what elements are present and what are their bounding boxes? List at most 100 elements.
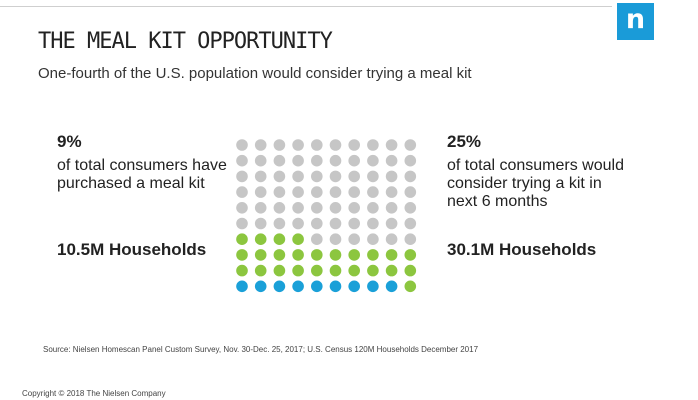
would-try-dot — [254, 233, 267, 245]
other-dot — [329, 186, 342, 198]
would-try-dot — [254, 249, 267, 261]
other-dot — [254, 170, 267, 183]
source-note: Source: Nielsen Homescan Panel Custom Su… — [43, 345, 479, 354]
purchased-dot — [236, 280, 248, 293]
purchased-dot — [329, 280, 342, 293]
other-dot — [311, 202, 323, 214]
would-try-dot — [329, 249, 342, 261]
other-dot — [367, 233, 379, 245]
other-dot — [254, 202, 267, 214]
other-dot — [404, 154, 417, 167]
would-try-dot — [311, 249, 323, 261]
other-dot — [329, 154, 342, 167]
other-dot — [273, 202, 286, 214]
would-try-dot — [273, 264, 286, 277]
would-try-dot — [236, 233, 248, 245]
other-dot — [254, 186, 267, 198]
purchased-dot — [254, 280, 267, 293]
other-dot — [311, 170, 323, 183]
would-try-dot — [292, 264, 304, 277]
purchased-dot — [385, 280, 398, 293]
other-dot — [348, 233, 361, 245]
other-dot — [367, 154, 379, 167]
other-dot — [348, 170, 361, 183]
would-try-dot — [348, 249, 361, 261]
would-try-dot — [367, 249, 379, 261]
purchased-dot — [292, 280, 304, 293]
purchased-description: of total consumers have purchased a meal… — [57, 157, 227, 192]
other-dot — [329, 139, 342, 151]
page-subtitle: One-fourth of the U.S. population would … — [38, 65, 472, 82]
would-try-households: 30.1M Households — [447, 240, 597, 259]
would-try-dot — [311, 264, 323, 277]
other-dot — [236, 202, 248, 214]
purchased-dot — [348, 280, 361, 293]
other-dot — [385, 186, 398, 198]
other-dot — [292, 217, 304, 230]
other-dot — [385, 154, 398, 167]
top-divider — [0, 6, 612, 7]
other-dot — [254, 154, 267, 167]
other-dot — [367, 139, 379, 151]
other-dot — [254, 139, 267, 151]
other-dot — [385, 170, 398, 183]
other-dot — [329, 202, 342, 214]
other-dot — [404, 202, 417, 214]
would-try-dot — [348, 264, 361, 277]
other-dot — [404, 233, 417, 245]
other-dot — [348, 154, 361, 167]
other-dot — [292, 202, 304, 214]
other-dot — [311, 154, 323, 167]
other-dot — [329, 170, 342, 183]
other-dot — [236, 139, 248, 151]
would-try-percent: 25% — [447, 132, 482, 151]
other-dot — [348, 217, 361, 230]
other-dot — [292, 170, 304, 183]
other-dot — [367, 186, 379, 198]
other-dot — [236, 170, 248, 183]
other-dot — [273, 170, 286, 183]
other-dot — [273, 139, 286, 151]
other-dot — [311, 233, 323, 245]
purchased-dot — [273, 280, 286, 293]
would-try-dot — [385, 249, 398, 261]
other-dot — [385, 139, 398, 151]
would-try-dot — [292, 233, 304, 245]
other-dot — [236, 217, 248, 230]
would-try-dot — [404, 280, 417, 293]
page-title: THE MEAL KIT OPPORTUNITY — [38, 29, 333, 54]
would-try-dot — [273, 233, 286, 245]
other-dot — [236, 154, 248, 167]
other-dot — [348, 139, 361, 151]
other-dot — [311, 217, 323, 230]
other-dot — [292, 154, 304, 167]
other-dot — [311, 186, 323, 198]
other-dot — [329, 217, 342, 230]
would-try-dot — [404, 249, 417, 261]
would-try-dot — [236, 249, 248, 261]
other-dot — [385, 233, 398, 245]
other-dot — [367, 217, 379, 230]
other-dot — [348, 186, 361, 198]
other-dot — [292, 139, 304, 151]
other-dot — [329, 233, 342, 245]
nielsen-logo: n — [617, 3, 654, 40]
other-dot — [236, 186, 248, 198]
would-try-dot — [292, 249, 304, 261]
copyright-note: Copyright © 2018 The Nielsen Company — [22, 389, 166, 398]
other-dot — [273, 154, 286, 167]
other-dot — [385, 217, 398, 230]
other-dot — [292, 186, 304, 198]
other-dot — [367, 202, 379, 214]
purchased-percent: 9% — [57, 132, 82, 151]
purchased-households: 10.5M Households — [57, 240, 207, 259]
would-try-dot — [254, 264, 267, 277]
other-dot — [311, 139, 323, 151]
would-try-dot — [367, 264, 379, 277]
other-dot — [367, 170, 379, 183]
other-dot — [273, 186, 286, 198]
other-dot — [348, 202, 361, 214]
purchased-dot — [367, 280, 379, 293]
other-dot — [254, 217, 267, 230]
